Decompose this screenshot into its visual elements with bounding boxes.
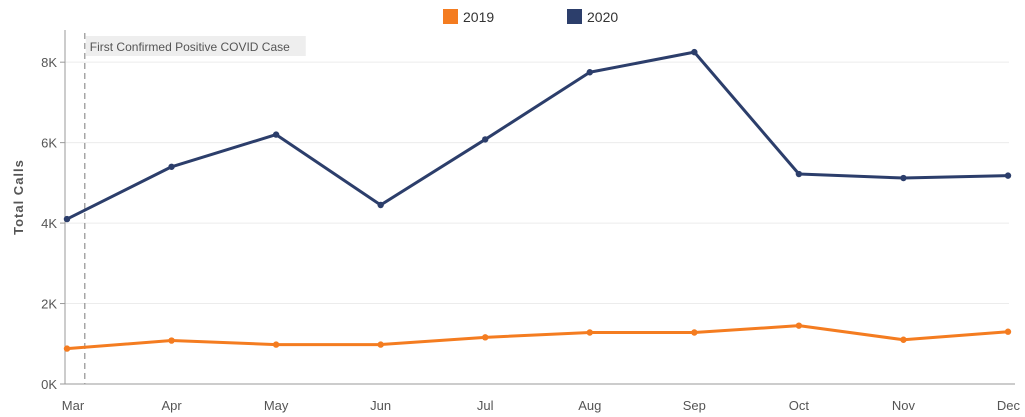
x-tick-label: Apr bbox=[161, 398, 182, 413]
x-tick-label: Jul bbox=[477, 398, 494, 413]
x-tick-label: Dec bbox=[997, 398, 1021, 413]
y-tick-label: 8K bbox=[41, 55, 57, 70]
annotation-label: First Confirmed Positive COVID Case bbox=[90, 40, 290, 54]
x-tick-label: Oct bbox=[789, 398, 810, 413]
grid-lines bbox=[65, 61, 1009, 305]
data-point-2019-mar[interactable] bbox=[63, 345, 71, 352]
x-tick-label: Sep bbox=[683, 398, 706, 413]
legend-label-2019[interactable]: 2019 bbox=[463, 9, 494, 25]
data-point-2020-jul[interactable] bbox=[482, 136, 489, 143]
data-point-2020-dec[interactable] bbox=[1004, 172, 1012, 179]
data-point-2020-may[interactable] bbox=[272, 131, 280, 138]
series-line-2019 bbox=[65, 324, 1010, 351]
legend-swatch-2020[interactable] bbox=[567, 9, 582, 24]
data-point-2019-aug[interactable] bbox=[586, 329, 593, 336]
legend: 2019 2020 bbox=[443, 9, 618, 25]
data-point-2019-jun[interactable] bbox=[377, 341, 384, 348]
y-tick-label: 6K bbox=[41, 136, 57, 151]
data-point-2020-jun[interactable] bbox=[377, 201, 384, 209]
x-tick-label: Jun bbox=[370, 398, 391, 413]
data-point-2020-apr[interactable] bbox=[168, 163, 175, 170]
annotation: First Confirmed Positive COVID Case bbox=[84, 33, 306, 384]
series-lines bbox=[63, 48, 1012, 352]
y-tick-label: 4K bbox=[41, 216, 57, 231]
data-point-2019-nov[interactable] bbox=[900, 336, 907, 343]
series-line-2020 bbox=[65, 50, 1010, 221]
data-point-2020-nov[interactable] bbox=[900, 174, 907, 182]
data-point-2020-sep[interactable] bbox=[691, 48, 698, 56]
legend-swatch-2019[interactable] bbox=[443, 9, 458, 24]
legend-label-2020[interactable]: 2020 bbox=[587, 9, 618, 25]
data-point-2019-jul[interactable] bbox=[482, 334, 489, 341]
x-tick-label: Mar bbox=[62, 398, 85, 413]
data-point-2019-apr[interactable] bbox=[168, 337, 175, 344]
data-point-2020-oct[interactable] bbox=[795, 170, 803, 178]
y-tick-label: 2K bbox=[41, 297, 57, 312]
axes: 0K 2K 4K 6K 8K Mar Apr May Jun Jul Aug Sep Oct Nov Dec bbox=[41, 30, 1020, 413]
data-point-2020-aug[interactable] bbox=[586, 69, 593, 76]
data-point-2019-oct[interactable] bbox=[795, 322, 803, 329]
y-tick-label: 0K bbox=[41, 377, 57, 392]
annotation-box bbox=[85, 36, 306, 56]
x-tick-label: May bbox=[264, 398, 289, 413]
data-point-2019-may[interactable] bbox=[272, 341, 280, 348]
x-tick-label: Aug bbox=[578, 398, 601, 413]
data-point-2019-dec[interactable] bbox=[1004, 328, 1012, 335]
data-point-2020-mar[interactable] bbox=[63, 215, 71, 223]
y-axis-title: Total Calls bbox=[11, 159, 26, 235]
x-tick-label: Nov bbox=[892, 398, 916, 413]
data-point-2019-sep[interactable] bbox=[691, 329, 698, 336]
